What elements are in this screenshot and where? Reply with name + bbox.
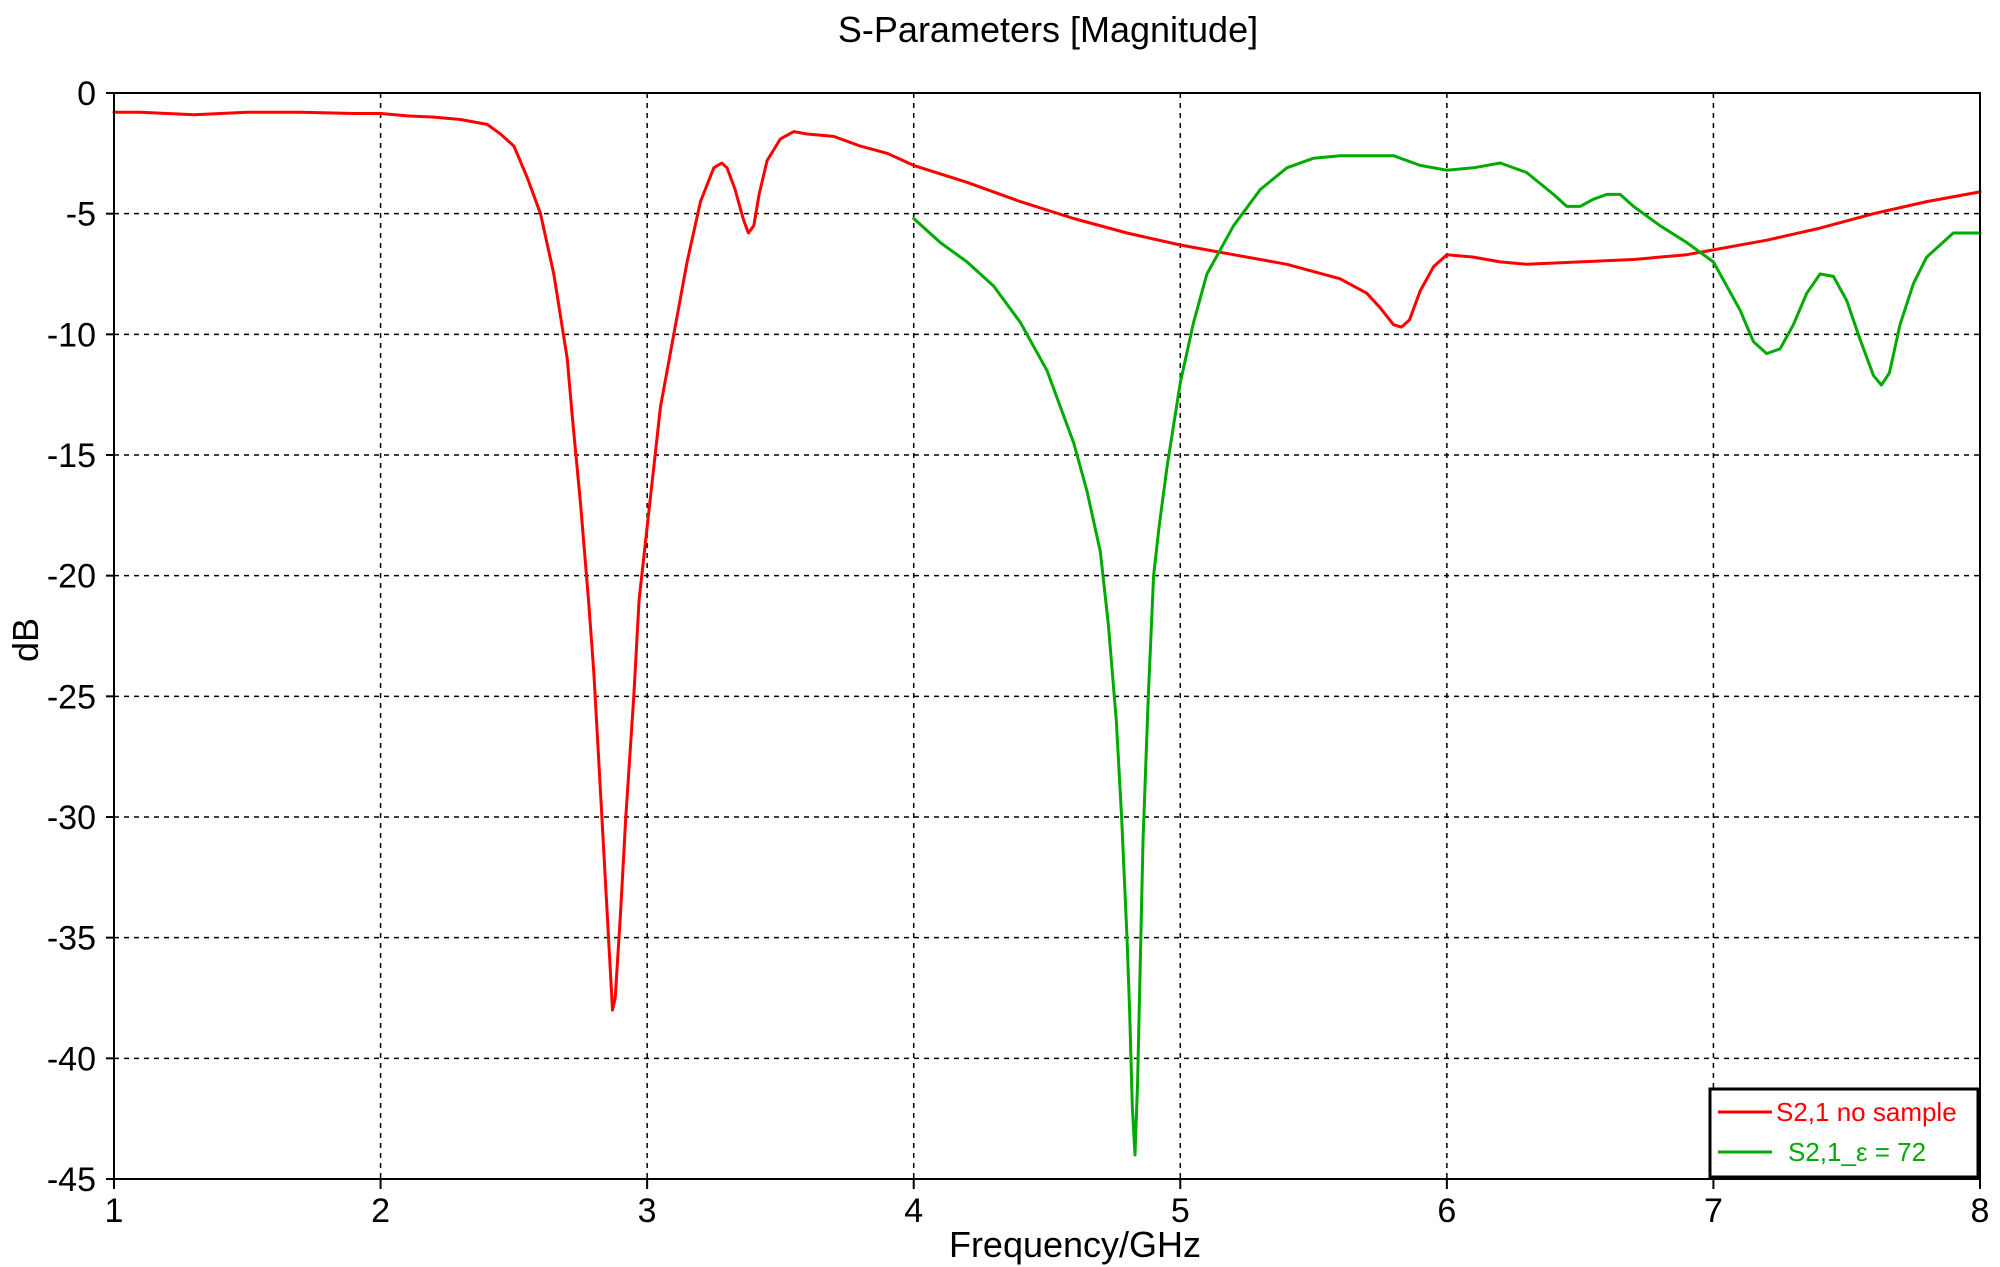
x-tick-label: 5	[1171, 1192, 1190, 1230]
x-tick-label: 1	[105, 1192, 124, 1230]
y-axis-label: dB	[5, 618, 46, 662]
chart-title: S-Parameters [Magnitude]	[838, 9, 1258, 50]
x-tick-label: 8	[1971, 1192, 1990, 1230]
legend-label-no-sample: S2,1 no sample	[1776, 1097, 1957, 1127]
x-tick-label: 2	[371, 1192, 390, 1230]
plot-area-frame	[113, 92, 1981, 1180]
y-tick-label: -5	[66, 196, 96, 234]
x-axis-ticks: 1 2 3 4 5 6 7 8	[105, 1179, 1990, 1230]
legend-box	[1708, 1087, 1980, 1179]
y-tick-label: -40	[47, 1040, 96, 1078]
y-tick-label: -35	[47, 920, 96, 958]
y-tick-label: -30	[47, 799, 96, 837]
y-tick-label: -25	[47, 678, 96, 716]
grid-lines	[114, 93, 1980, 1179]
x-tick-label: 4	[904, 1192, 923, 1230]
y-axis-ticks: 0 -5 -10 -15 -20 -25 -30 -35 -40 -45	[47, 75, 114, 1199]
x-tick-label: 3	[638, 1192, 657, 1230]
y-tick-label: -15	[47, 437, 96, 475]
x-axis-label: Frequency/GHz	[949, 1224, 1201, 1265]
y-tick-label: 0	[77, 75, 96, 113]
y-tick-label: -10	[47, 316, 96, 354]
y-tick-label: -20	[47, 558, 96, 596]
x-tick-label: 6	[1437, 1192, 1456, 1230]
series-line-1	[912, 154, 1982, 1157]
x-tick-label: 7	[1704, 1192, 1723, 1230]
legend-label-eps-72: S2,1_ε = 72	[1788, 1137, 1926, 1167]
series-line-0	[112, 110, 1982, 1012]
series-layer	[112, 110, 1982, 1157]
legend: S2,1 no sample S2,1_ε = 72	[1708, 1087, 1980, 1179]
y-tick-label: -45	[47, 1161, 96, 1199]
